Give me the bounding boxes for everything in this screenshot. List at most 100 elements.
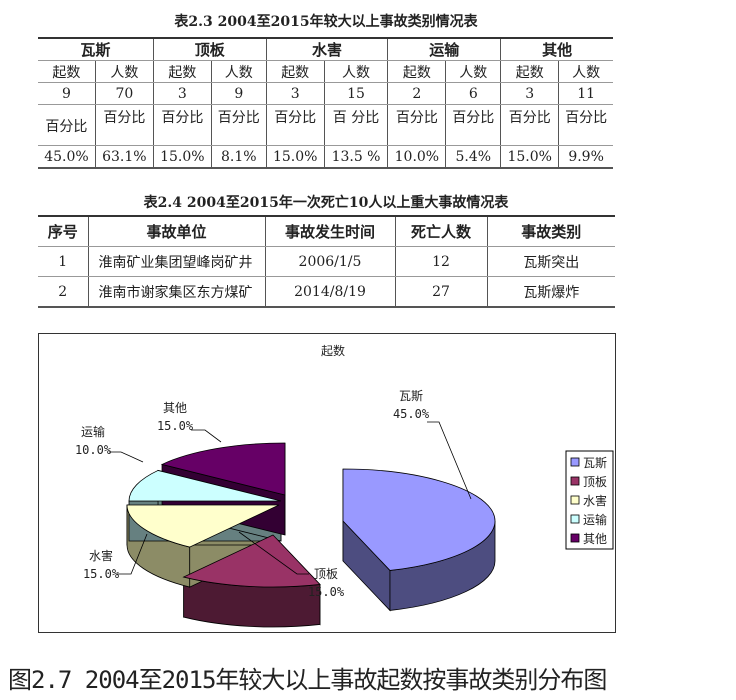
- count-cell: 9: [38, 82, 96, 105]
- table2-title: 表2.4 2004至2015年一次死亡10人以上重大事故情况表: [143, 195, 509, 211]
- legend-label: 顶板: [583, 475, 607, 489]
- subheader-cell: 人数: [558, 60, 613, 83]
- pie-slice-运输: [128, 470, 282, 502]
- data-label-category: 运输: [81, 424, 105, 439]
- pie-slice-水害: [126, 504, 280, 548]
- leader-line: [427, 421, 472, 500]
- leader-line: [191, 429, 222, 443]
- legend-label: 水害: [583, 493, 607, 508]
- data-label-percent: 10.0%: [75, 443, 112, 457]
- pie-slice-瓦斯: [342, 468, 496, 571]
- count-cell: 6: [445, 82, 501, 105]
- pie-chart: 起数 瓦斯 45.0% 顶板 15.0% 水害 15.0% 运输 10.0% 其他 15.0% 瓦斯…: [38, 333, 616, 633]
- column-header: 序号: [38, 216, 88, 247]
- percent-label-cell: 百分比: [210, 104, 267, 146]
- percent-label-cell: 百分比: [94, 104, 154, 146]
- count-cell: 2: [387, 82, 446, 105]
- subheader-cell: 起数: [500, 60, 559, 83]
- category-header: 瓦斯: [38, 38, 154, 61]
- percent-label-cell: 百分比: [265, 104, 325, 146]
- subheader-cell: 起数: [387, 60, 446, 83]
- subheader-cell: 起数: [152, 60, 212, 83]
- data-label-percent: 15.0%: [83, 567, 120, 581]
- legend-swatch: [570, 457, 580, 467]
- percent-label-cell: 百分比: [387, 104, 446, 146]
- count-cell: 9: [210, 82, 267, 105]
- percent-cell: 13.5 %: [323, 145, 388, 169]
- table1-title: 表2.3 2004至2015年较大以上事故类别情况表: [174, 14, 478, 30]
- category-header: 运输: [387, 38, 501, 61]
- subheader-cell: 起数: [265, 60, 325, 83]
- count-cell: 15: [323, 82, 388, 105]
- table-cell: 淮南市谢家集区东方煤矿: [87, 276, 265, 308]
- table-cell: 1: [38, 246, 88, 277]
- column-header: 事故类别: [486, 216, 615, 247]
- percent-label-cell: 百分比: [558, 104, 613, 146]
- legend-label: 运输: [583, 512, 607, 527]
- percent-cell: 15.0%: [152, 145, 212, 169]
- legend-swatch: [570, 514, 580, 524]
- column-header: 死亡人数: [394, 216, 487, 247]
- data-label-category: 其他: [163, 401, 187, 415]
- table-cell: 27: [394, 276, 487, 308]
- percent-cell: 9.9%: [558, 145, 613, 169]
- accident-category-table: 瓦斯 顶板 水害 运输 其他 起数 人数 起数 人数 起数 人数 起数 人数 起数 人数 9 70 3…: [38, 37, 613, 169]
- table-row: 1 淮南矿业集团望峰岗矿井 2006/1/5 12 瓦斯突出: [38, 246, 615, 277]
- percent-label-cell: 百分比: [152, 104, 212, 146]
- figure-caption: 图2.7 2004至2015年较大以上事故起数按事故类别分布图: [8, 666, 607, 694]
- table-cell: 瓦斯爆炸: [486, 276, 615, 308]
- category-header: 其他: [500, 38, 613, 61]
- leader-line: [109, 451, 144, 463]
- subheader-cell: 人数: [94, 60, 154, 83]
- table-cell: 瓦斯突出: [486, 246, 615, 277]
- table-cell: 淮南矿业集团望峰岗矿井: [87, 246, 265, 277]
- table-cell: 2006/1/5: [264, 246, 395, 277]
- percent-cell: 15.0%: [265, 145, 325, 169]
- subheader-cell: 起数: [38, 60, 96, 83]
- legend-label: 瓦斯: [583, 456, 607, 470]
- count-cell: 3: [152, 82, 212, 105]
- leader-line: [238, 531, 309, 575]
- legend-swatch: [570, 476, 580, 486]
- data-label-category: 水害: [89, 548, 113, 563]
- pie-slice-顶板: [182, 534, 321, 588]
- count-cell: 11: [558, 82, 613, 105]
- percent-label-cell: 百分比: [445, 104, 501, 146]
- column-header: 事故单位: [87, 216, 265, 247]
- data-label-category: 顶板: [314, 567, 338, 581]
- table-row: 2 淮南市谢家集区东方煤矿 2014/8/19 27 瓦斯爆炸: [38, 276, 615, 308]
- pie-chart-svg: 起数 瓦斯 45.0% 顶板 15.0% 水害 15.0% 运输 10.0% 其他 15.0% 瓦斯…: [75, 343, 614, 628]
- pie-slice-其他: [160, 442, 286, 496]
- subheader-cell: 人数: [323, 60, 388, 83]
- category-header: 水害: [265, 38, 388, 61]
- percent-cell: 8.1%: [210, 145, 267, 169]
- count-cell: 3: [265, 82, 325, 105]
- data-label-percent: 15.0%: [157, 419, 194, 433]
- chart-title: 起数: [321, 343, 345, 358]
- major-accident-table: 序号 事故单位 事故发生时间 死亡人数 事故类别 1 淮南矿业集团望峰岗矿井 2006/1/…: [38, 215, 615, 308]
- subheader-cell: 人数: [445, 60, 501, 83]
- count-cell: 70: [94, 82, 154, 105]
- legend-swatch: [570, 495, 580, 505]
- category-header: 顶板: [152, 38, 267, 61]
- subheader-cell: 人数: [210, 60, 267, 83]
- percent-cell: 5.4%: [445, 145, 501, 169]
- count-cell: 3: [500, 82, 559, 105]
- data-label-percent: 45.0%: [393, 407, 430, 421]
- percent-cell: 63.1%: [94, 145, 154, 169]
- percent-label-cell: 百 分比: [323, 104, 388, 146]
- leader-line: [117, 533, 148, 575]
- data-label-percent: 15.0%: [308, 585, 345, 599]
- percent-label-cell: 百分比: [38, 104, 96, 146]
- table-cell: 2014/8/19: [264, 276, 395, 308]
- percent-label-cell: 百分比: [500, 104, 559, 146]
- legend-label: 其他: [583, 532, 607, 546]
- percent-cell: 15.0%: [500, 145, 559, 169]
- data-label-category: 瓦斯: [399, 389, 423, 403]
- column-header: 事故发生时间: [264, 216, 395, 247]
- table-cell: 2: [38, 276, 88, 308]
- table-cell: 12: [394, 246, 487, 277]
- percent-cell: 10.0%: [387, 145, 446, 169]
- percent-cell: 45.0%: [38, 145, 96, 169]
